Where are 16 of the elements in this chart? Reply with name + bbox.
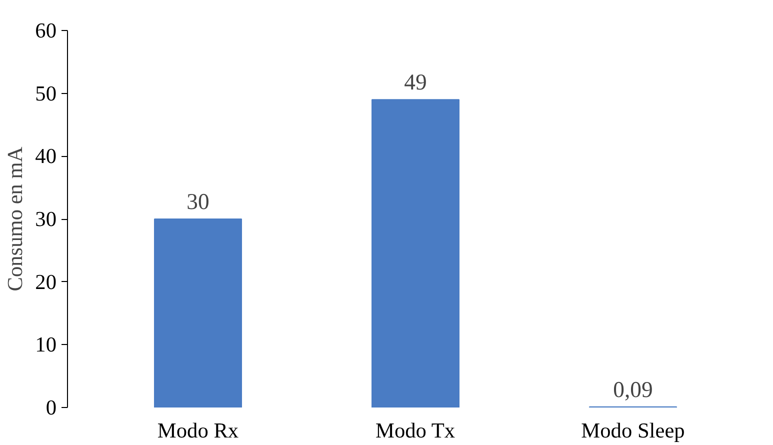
y-tick-label: 30	[35, 207, 56, 231]
y-tick-label: 20	[35, 270, 56, 294]
y-tick-label: 50	[35, 81, 56, 106]
bar	[154, 218, 242, 408]
data-label: 30	[186, 189, 210, 214]
bar	[372, 99, 460, 408]
data-label: 49	[404, 70, 427, 95]
x-tick-label: Modo Sleep	[581, 418, 685, 442]
y-tick-label: 40	[35, 144, 56, 168]
x-tick-label: Modo Rx	[157, 418, 239, 442]
x-tick-label: Modo Tx	[376, 418, 456, 442]
data-label: 0,09	[613, 376, 653, 402]
y-tick-label: 0	[46, 396, 57, 420]
y-tick-label: 60	[35, 18, 56, 42]
y-tick-label: 10	[35, 332, 56, 357]
y-axis-title: Consumo en mA	[3, 146, 28, 292]
